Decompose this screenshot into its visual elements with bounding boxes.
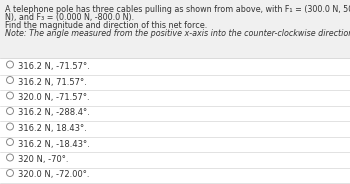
Text: 320.0 N, -72.00°.: 320.0 N, -72.00°. bbox=[18, 171, 90, 180]
Text: 316.2 N, -18.43°.: 316.2 N, -18.43°. bbox=[18, 139, 90, 148]
Text: 316.2 N, 18.43°.: 316.2 N, 18.43°. bbox=[18, 124, 87, 133]
Text: N), and F₃ = (0.000 N, -800.0 N).: N), and F₃ = (0.000 N, -800.0 N). bbox=[5, 13, 134, 22]
Text: A telephone pole has three cables pulling as shown from above, with F₁ = (300.0 : A telephone pole has three cables pullin… bbox=[5, 5, 350, 14]
FancyBboxPatch shape bbox=[0, 0, 350, 58]
Text: Note: The angle measured from the positive x-axis into the counter-clockwise dir: Note: The angle measured from the positi… bbox=[5, 29, 350, 38]
Text: Find the magnitude and direction of this net force.: Find the magnitude and direction of this… bbox=[5, 21, 207, 30]
Text: 320.0 N, -71.57°.: 320.0 N, -71.57°. bbox=[18, 93, 90, 102]
FancyBboxPatch shape bbox=[0, 58, 350, 184]
Text: 316.2 N, 71.57°.: 316.2 N, 71.57°. bbox=[18, 77, 87, 86]
Text: 316.2 N, -71.57°.: 316.2 N, -71.57°. bbox=[18, 62, 90, 71]
Text: 320 N, -70°.: 320 N, -70°. bbox=[18, 155, 69, 164]
Text: 316.2 N, -288.4°.: 316.2 N, -288.4°. bbox=[18, 109, 90, 118]
